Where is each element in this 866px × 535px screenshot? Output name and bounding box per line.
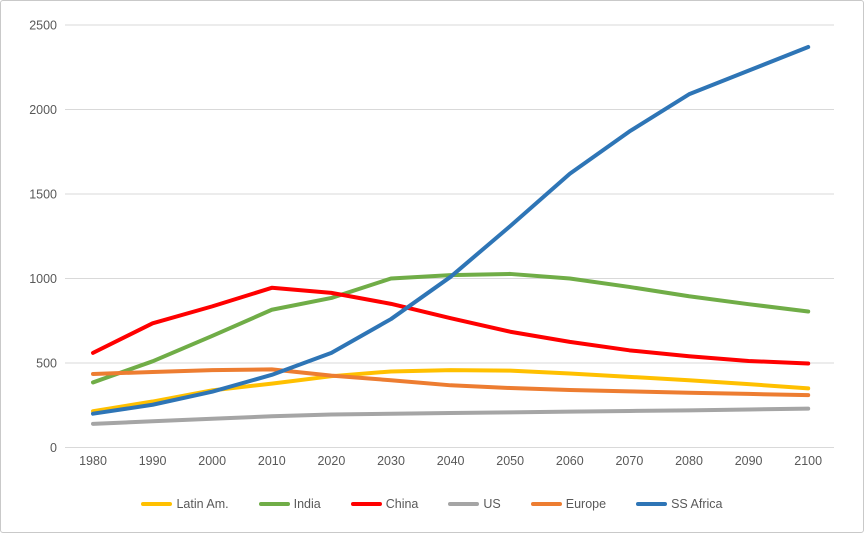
series-line-india: [91, 271, 811, 385]
legend-swatch-ss-africa: [636, 501, 668, 507]
series-line-china: [91, 285, 811, 366]
legend-item-china: China: [350, 497, 419, 511]
series-line-ss-africa: [91, 44, 811, 416]
y-axis-tick-label: 2500: [29, 19, 57, 33]
legend-item-india: India: [258, 497, 321, 511]
x-axis-tick-label: 2090: [735, 454, 763, 468]
series-line-europe: [91, 367, 811, 398]
x-axis-tick-label: 1980: [79, 454, 107, 468]
x-axis-tick-label: 2030: [377, 454, 405, 468]
y-axis-tick-label: 1500: [29, 188, 57, 202]
x-axis-tick-label: 2010: [258, 454, 286, 468]
x-axis-tick-label: 2050: [496, 454, 524, 468]
legend-item-us: US: [448, 497, 501, 511]
legend-label-india: India: [293, 497, 321, 511]
legend-swatch-europe: [530, 501, 562, 507]
legend-label-latin-am: Latin Am.: [176, 497, 229, 511]
legend-item-ss-africa: SS Africa: [636, 497, 723, 511]
y-axis-tick-label: 500: [36, 357, 57, 371]
y-axis-tick-label: 2000: [29, 103, 57, 117]
x-axis-tick-label: 1990: [139, 454, 167, 468]
legend-label-china: China: [385, 497, 419, 511]
x-axis-tick-label: 2040: [437, 454, 465, 468]
x-axis-tick-label: 2000: [198, 454, 226, 468]
legend-label-europe: Europe: [565, 497, 607, 511]
legend-swatch-china: [350, 501, 382, 507]
y-axis-tick-label: 1000: [29, 272, 57, 286]
legend-swatch-latin-am: [141, 501, 173, 507]
x-axis-tick-label: 2080: [675, 454, 703, 468]
series-line-us: [91, 406, 811, 426]
chart-legend: Latin Am. India China US Europe SS Africa: [1, 497, 863, 511]
series-line-latin-am: [91, 368, 811, 414]
legend-label-us: US: [483, 497, 501, 511]
legend-swatch-india: [258, 501, 290, 507]
y-axis-tick-label: 0: [50, 441, 57, 455]
legend-item-europe: Europe: [530, 497, 607, 511]
x-axis-tick-label: 2020: [317, 454, 345, 468]
legend-label-ss-africa: SS Africa: [671, 497, 723, 511]
x-axis-tick-label: 2100: [794, 454, 822, 468]
x-axis-tick-label: 2060: [556, 454, 584, 468]
legend-item-latin-am: Latin Am.: [141, 497, 229, 511]
legend-swatch-us: [448, 501, 480, 507]
x-axis-tick-label: 2070: [615, 454, 643, 468]
